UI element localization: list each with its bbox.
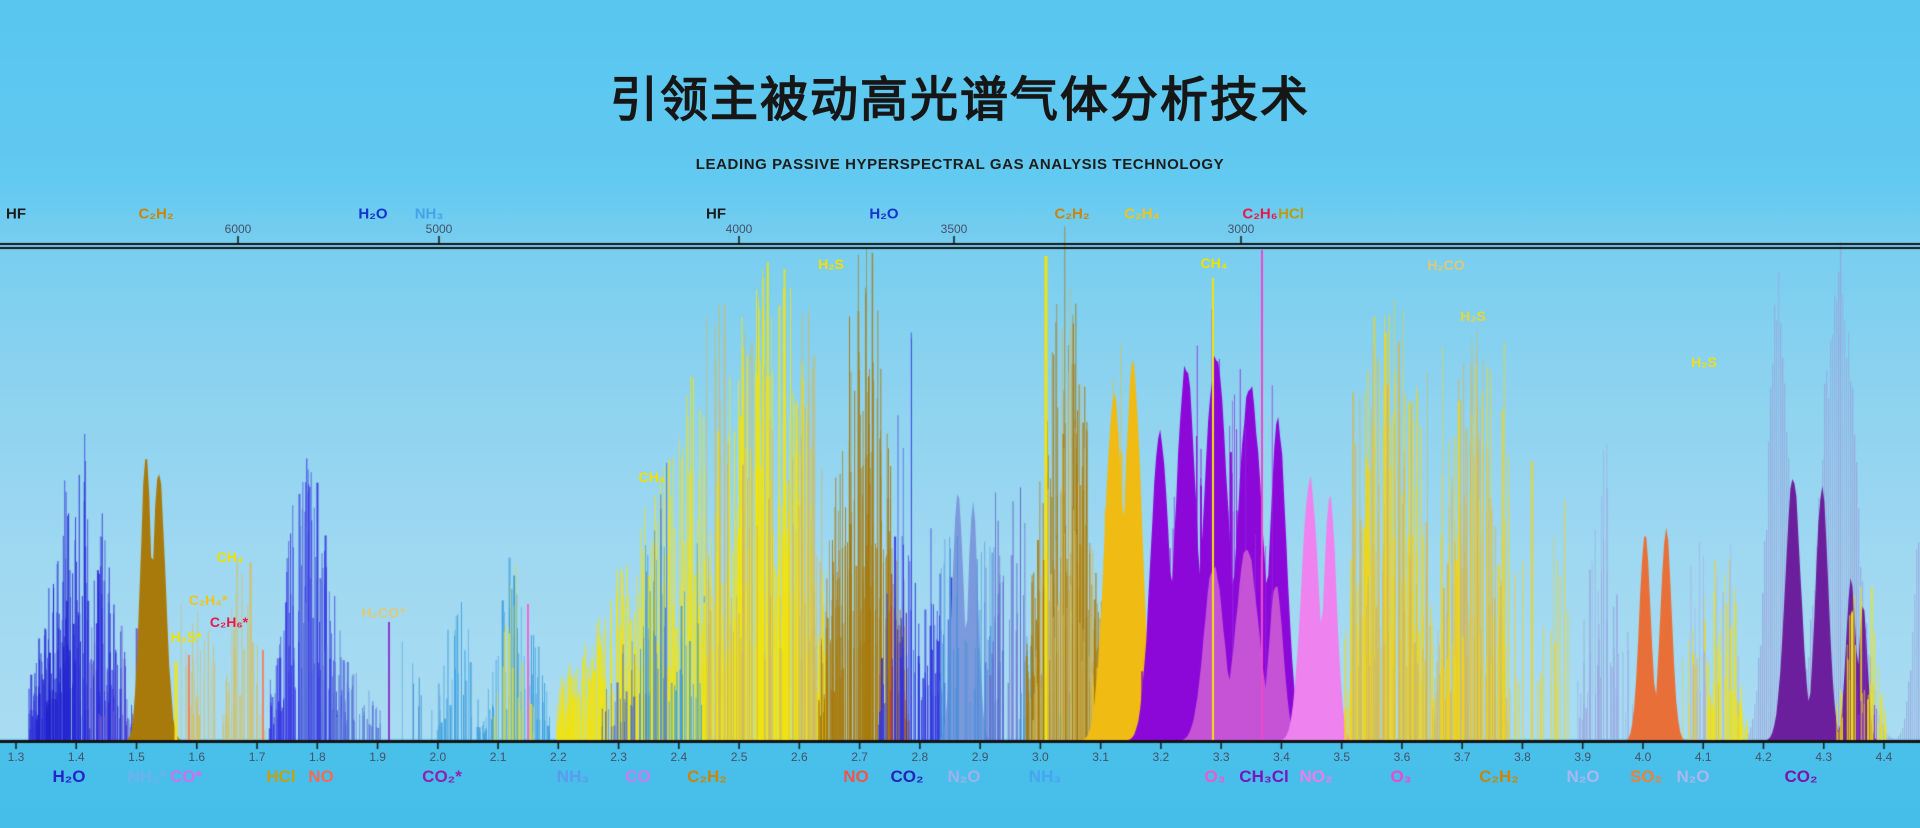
bottom-tick-label: 3.3 xyxy=(1212,750,1230,764)
bottom-gas-label: NH₃ xyxy=(1028,767,1062,786)
bottom-gas-label: NO xyxy=(843,767,869,786)
top-gas-label: C₂H₂ xyxy=(1054,205,1090,223)
bottom-tick-label: 4.1 xyxy=(1694,750,1712,764)
page-subtitle: LEADING PASSIVE HYPERSPECTRAL GAS ANALYS… xyxy=(695,156,1225,173)
inplot-gas-label: H₂S xyxy=(1460,308,1486,324)
bottom-tick-label: 3.0 xyxy=(1032,750,1049,764)
bottom-tick-label: 1.4 xyxy=(67,750,85,764)
bottom-gas-label: NH₃* xyxy=(127,767,167,786)
inplot-gas-label: H₂S* xyxy=(170,629,202,645)
bottom-tick-label: 1.7 xyxy=(248,750,266,764)
bottom-tick-label: 2.7 xyxy=(851,750,868,764)
bottom-tick-label: 4.0 xyxy=(1634,750,1652,764)
bottom-gas-label: CO* xyxy=(169,767,203,786)
bottom-tick-label: 2.5 xyxy=(730,750,748,764)
bottom-tick-label: 1.5 xyxy=(128,750,145,764)
top-tick-label: 3000 xyxy=(1227,222,1255,236)
top-gas-label: HCl xyxy=(1278,205,1304,223)
top-gas-label: C₂H₄ xyxy=(1124,205,1160,223)
bottom-tick-label: 2.3 xyxy=(610,750,627,764)
inplot-gas-label: H₂CO xyxy=(1427,257,1465,273)
bottom-gas-label: N₂O xyxy=(1676,767,1710,786)
bottom-tick-label: 1.8 xyxy=(308,750,326,764)
bottom-gas-label: H₂O xyxy=(52,767,86,786)
bottom-tick-label: 2.9 xyxy=(971,750,989,764)
bottom-tick-label: 2.2 xyxy=(549,750,567,764)
top-tick-label: 4000 xyxy=(725,222,753,236)
top-gas-label: H₂O xyxy=(869,205,899,223)
bottom-tick-label: 3.4 xyxy=(1273,750,1290,764)
bottom-gas-label: O₃ xyxy=(1390,767,1412,786)
inplot-gas-label: H₂S xyxy=(818,256,844,272)
bottom-tick-label: 2.8 xyxy=(911,750,929,764)
top-gas-label: HF xyxy=(6,205,26,223)
bottom-tick-label: 3.8 xyxy=(1514,750,1531,764)
bottom-gas-label: CH₃Cl xyxy=(1239,767,1289,786)
inplot-gas-label: CH₄ xyxy=(1200,255,1228,271)
top-gas-label: C₂H₆ xyxy=(1242,205,1278,223)
bottom-gas-label: C₂H₂ xyxy=(687,767,727,786)
top-gas-label: NH₃ xyxy=(414,205,444,223)
bottom-tick-label: 3.1 xyxy=(1092,750,1109,764)
bottom-gas-label: HCl xyxy=(266,767,296,786)
bottom-tick-label: 4.3 xyxy=(1815,750,1833,764)
bottom-tick-label: 1.3 xyxy=(7,750,25,764)
bottom-gas-label: CO₂ xyxy=(890,767,924,786)
top-gas-label: H₂O xyxy=(358,205,388,223)
bottom-tick-label: 2.0 xyxy=(429,750,447,764)
inplot-gas-label: CH₄ xyxy=(638,469,666,485)
inplot-gas-label: H₂CO⁺ xyxy=(361,604,407,621)
top-tick-label: 5000 xyxy=(425,222,453,236)
bottom-tick-label: 3.9 xyxy=(1574,750,1592,764)
bottom-tick-label: 4.2 xyxy=(1755,750,1772,764)
top-tick-label: 6000 xyxy=(224,222,252,236)
top-tick-label: 3500 xyxy=(940,222,968,236)
inplot-gas-label: C₂H₆* xyxy=(209,614,249,630)
bottom-gas-label: NO xyxy=(308,767,334,786)
bottom-tick-label: 1.9 xyxy=(369,750,386,764)
bottom-tick-label: 2.6 xyxy=(791,750,808,764)
inplot-gas-label: CH₄ xyxy=(216,549,244,565)
page-title: 引领主被动高光谱气体分析技术 xyxy=(609,74,1310,127)
bottom-gas-label: O₃ xyxy=(1204,767,1226,786)
bottom-tick-label: 3.5 xyxy=(1333,750,1351,764)
top-gas-label: HF xyxy=(706,205,726,223)
bottom-tick-label: 4.4 xyxy=(1875,750,1893,764)
bottom-gas-label: NO₂ xyxy=(1299,767,1333,786)
bottom-gas-label: N₂O xyxy=(1566,767,1600,786)
bottom-tick-label: 3.7 xyxy=(1453,750,1471,764)
bottom-gas-label: SO₂ xyxy=(1629,767,1663,786)
bottom-gas-label: NH₃ xyxy=(556,767,590,786)
bottom-gas-label: CO₂ xyxy=(1784,767,1818,786)
bottom-tick-label: 2.1 xyxy=(489,750,507,764)
bottom-gas-label: CO₂* xyxy=(422,767,462,786)
top-gas-label: C₂H₂ xyxy=(138,205,174,223)
bottom-gas-label: C₂H₂ xyxy=(1479,767,1519,786)
bottom-gas-label: CO xyxy=(625,767,651,786)
bottom-gas-label: N₂O xyxy=(947,767,981,786)
bottom-tick-label: 2.4 xyxy=(670,750,688,764)
bottom-tick-label: 1.6 xyxy=(188,750,206,764)
inplot-gas-label: H₂S xyxy=(1691,354,1717,370)
bottom-tick-label: 3.6 xyxy=(1393,750,1411,764)
bottom-tick-label: 3.2 xyxy=(1152,750,1170,764)
inplot-gas-label: C₂H₄* xyxy=(188,592,228,608)
